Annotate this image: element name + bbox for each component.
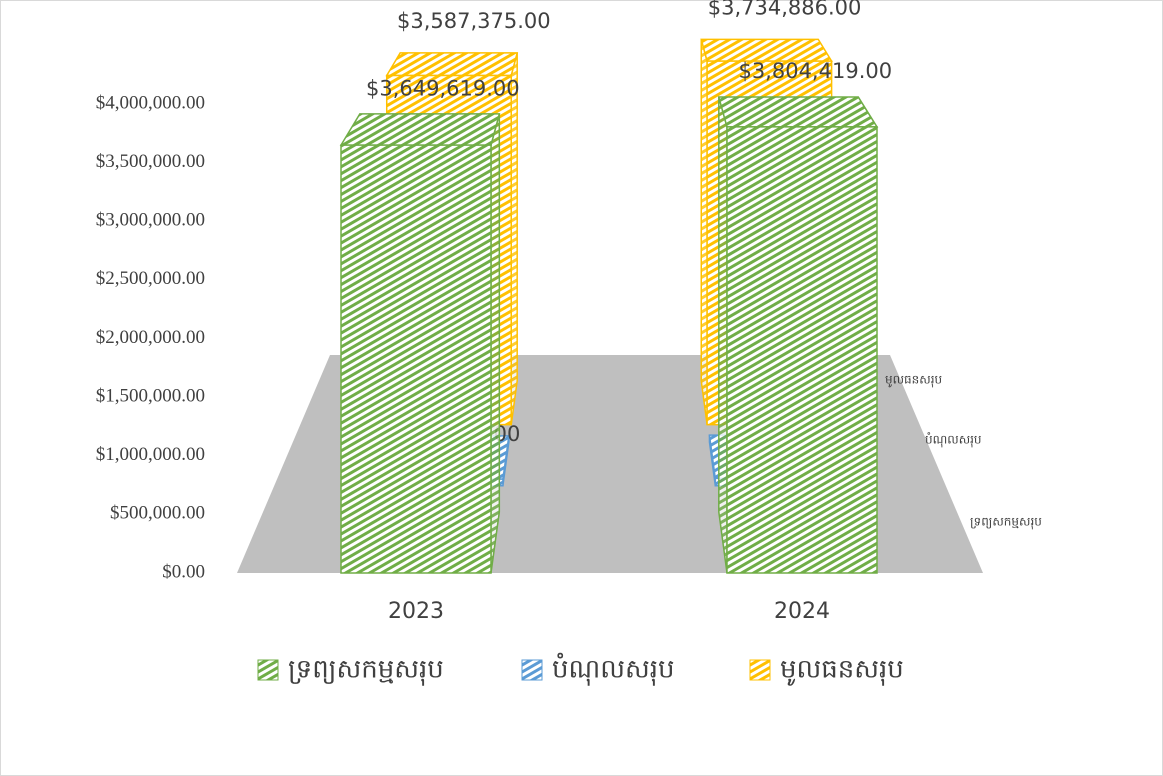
x-tick-label: 2024 <box>774 599 830 624</box>
bar-top <box>385 52 519 77</box>
legend-swatch <box>749 659 771 681</box>
x-tick-label: 2023 <box>388 599 444 624</box>
legend-label: បំណុលសរុប <box>552 653 675 687</box>
data-label: $3,804,419.00 <box>738 59 892 83</box>
data-label: $3,587,375.00 <box>397 9 551 33</box>
bar <box>726 126 878 574</box>
legend-label: មូលធនសរុប <box>780 655 904 687</box>
legend-label: ទ្រព្យសកម្មសរុប <box>288 655 444 687</box>
bar-top <box>717 96 879 128</box>
y-tick-label: $1,000,000.00 <box>96 444 205 465</box>
y-tick-label: $2,500,000.00 <box>96 268 205 289</box>
depth-label: ទ្រព្យសកម្មសរុប <box>970 515 1042 530</box>
data-label: $3,734,886.00 <box>708 0 862 19</box>
depth-label: បំណុលសរុប <box>925 432 982 448</box>
y-tick-label: $1,500,000.00 <box>96 385 205 406</box>
bar-top <box>339 113 501 146</box>
bar <box>340 144 492 574</box>
data-label: $3,649,619.00 <box>366 77 520 101</box>
y-tick-label: $3,500,000.00 <box>96 151 205 172</box>
bar-side <box>700 39 708 425</box>
y-tick-label: $500,000.00 <box>110 503 205 524</box>
bar-top <box>700 38 833 62</box>
y-tick-label: $4,000,000.00 <box>96 92 205 113</box>
bar-side <box>718 96 728 574</box>
legend-swatch <box>257 659 279 681</box>
y-tick-label: $0.00 <box>162 561 205 582</box>
legend-swatch <box>521 659 543 681</box>
bar-side <box>490 113 501 574</box>
depth-label: មូលធនសរុប <box>885 373 943 388</box>
bar-side <box>510 52 518 425</box>
y-tick-label: $2,000,000.00 <box>96 327 205 348</box>
y-tick-label: $3,000,000.00 <box>96 210 205 231</box>
